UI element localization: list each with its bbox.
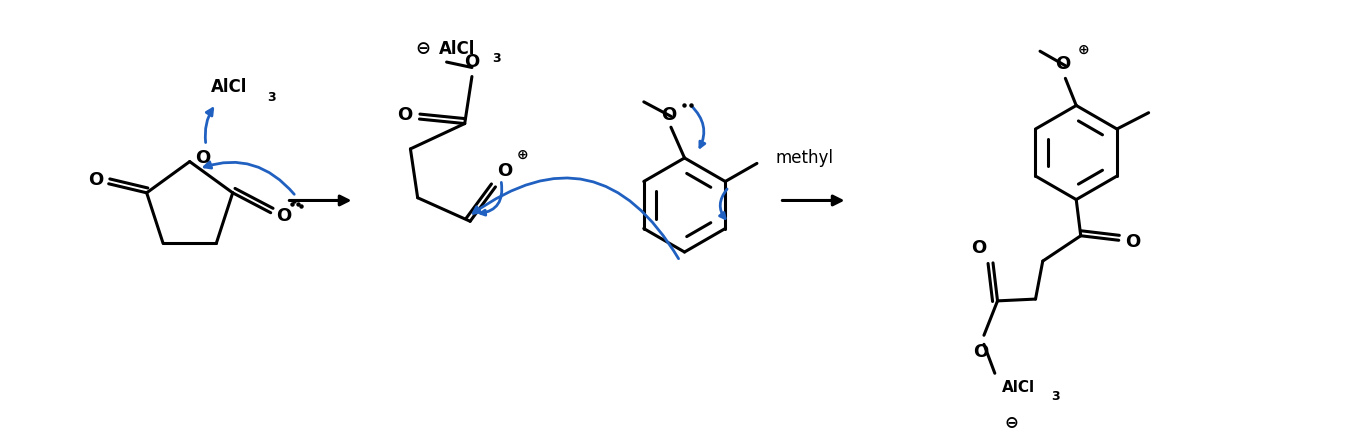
Text: AlCl: AlCl	[211, 78, 248, 96]
Text: 3: 3	[268, 91, 276, 104]
Text: ⊖: ⊖	[1004, 414, 1019, 432]
Text: O: O	[661, 105, 677, 124]
Text: O: O	[1055, 55, 1070, 73]
Text: 3: 3	[492, 52, 500, 65]
Text: ⊖: ⊖	[416, 41, 431, 58]
Text: ⊕: ⊕	[517, 148, 529, 162]
Text: O: O	[397, 105, 412, 124]
Text: O: O	[496, 162, 513, 180]
Text: AlCl: AlCl	[1002, 380, 1035, 395]
Text: O: O	[88, 171, 103, 189]
Text: O: O	[194, 149, 209, 167]
Text: 3: 3	[1051, 390, 1059, 403]
Text: AlCl: AlCl	[438, 41, 475, 58]
Text: O: O	[972, 343, 987, 361]
Text: ⊕: ⊕	[1077, 42, 1089, 57]
Text: O: O	[971, 239, 986, 257]
Text: O: O	[464, 53, 480, 71]
Text: O: O	[276, 207, 291, 226]
Text: O: O	[1126, 233, 1141, 251]
Text: methyl: methyl	[775, 149, 834, 167]
